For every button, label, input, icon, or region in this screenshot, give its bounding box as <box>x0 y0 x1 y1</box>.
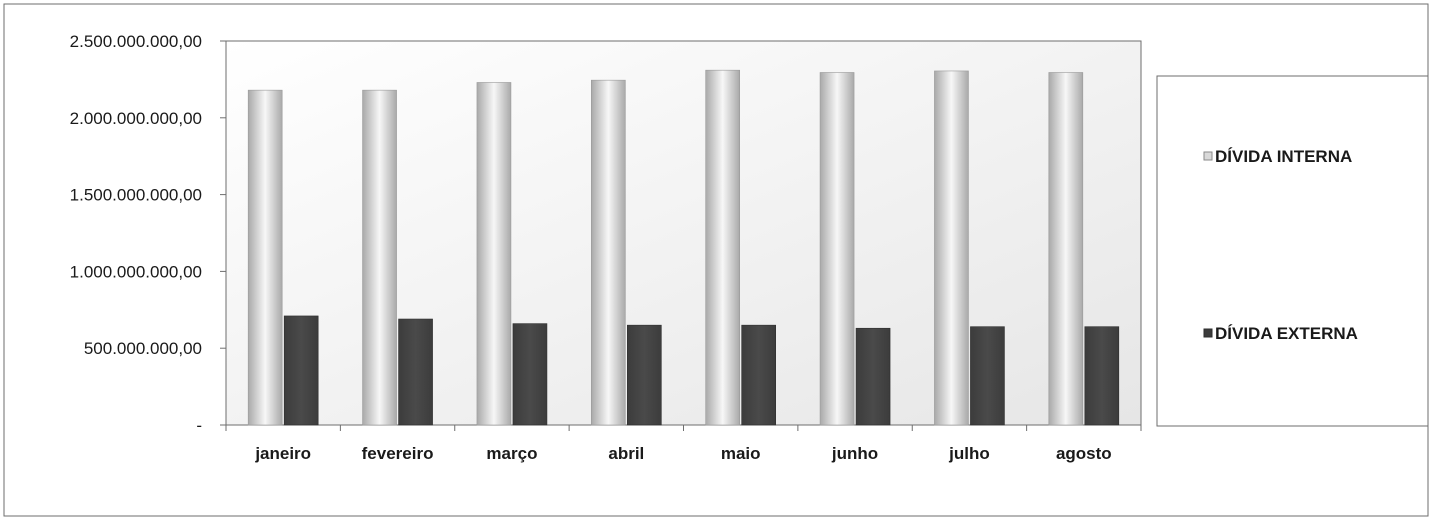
bar-divida-interna <box>1048 72 1084 426</box>
bar-divida-externa <box>970 326 1005 426</box>
legend: DÍVIDA INTERNA DÍVIDA EXTERNA <box>1203 147 1358 343</box>
bar-divida-externa <box>1084 326 1120 426</box>
x-tick-label: junho <box>831 444 878 463</box>
x-tick-label: julho <box>948 444 990 463</box>
bars <box>247 69 1120 426</box>
legend-label: DÍVIDA INTERNA <box>1215 147 1352 166</box>
legend-box <box>1156 75 1429 427</box>
bar-divida-externa <box>855 327 891 426</box>
bar-divida-interna <box>362 89 397 426</box>
bar-divida-interna <box>591 79 626 426</box>
x-tick-label: março <box>486 444 537 463</box>
legend-label: DÍVIDA EXTERNA <box>1215 324 1358 343</box>
y-tick-label: 1.000.000.000,00 <box>70 262 202 281</box>
legend-swatch <box>1203 151 1213 161</box>
x-tick-label: janeiro <box>254 444 311 463</box>
x-tick-label: agosto <box>1056 444 1112 463</box>
bar-divida-externa <box>283 315 319 426</box>
y-tick-label: 1.500.000.000,00 <box>70 186 202 205</box>
bar-divida-interna <box>247 89 283 426</box>
y-tick-label: - <box>196 416 202 435</box>
y-tick-label: 500.000.000,00 <box>84 339 202 358</box>
bar-divida-interna <box>934 70 969 426</box>
bar-divida-externa <box>398 318 433 426</box>
x-tick-label: abril <box>608 444 644 463</box>
y-axis: - 500.000.000,00 1.000.000.000,00 1.500.000… <box>70 32 227 435</box>
bar-divida-interna <box>705 69 740 426</box>
bar-divida-externa <box>741 324 776 426</box>
bar-divida-interna <box>819 72 855 426</box>
legend-swatch <box>1203 328 1213 338</box>
y-tick-label: 2.500.000.000,00 <box>70 32 202 51</box>
bar-divida-externa <box>627 324 662 426</box>
y-tick-label: 2.000.000.000,00 <box>70 109 202 128</box>
x-tick-label: maio <box>721 444 761 463</box>
x-tick-label: fevereiro <box>362 444 434 463</box>
bar-divida-interna <box>476 82 512 426</box>
bar-divida-externa <box>512 323 548 426</box>
